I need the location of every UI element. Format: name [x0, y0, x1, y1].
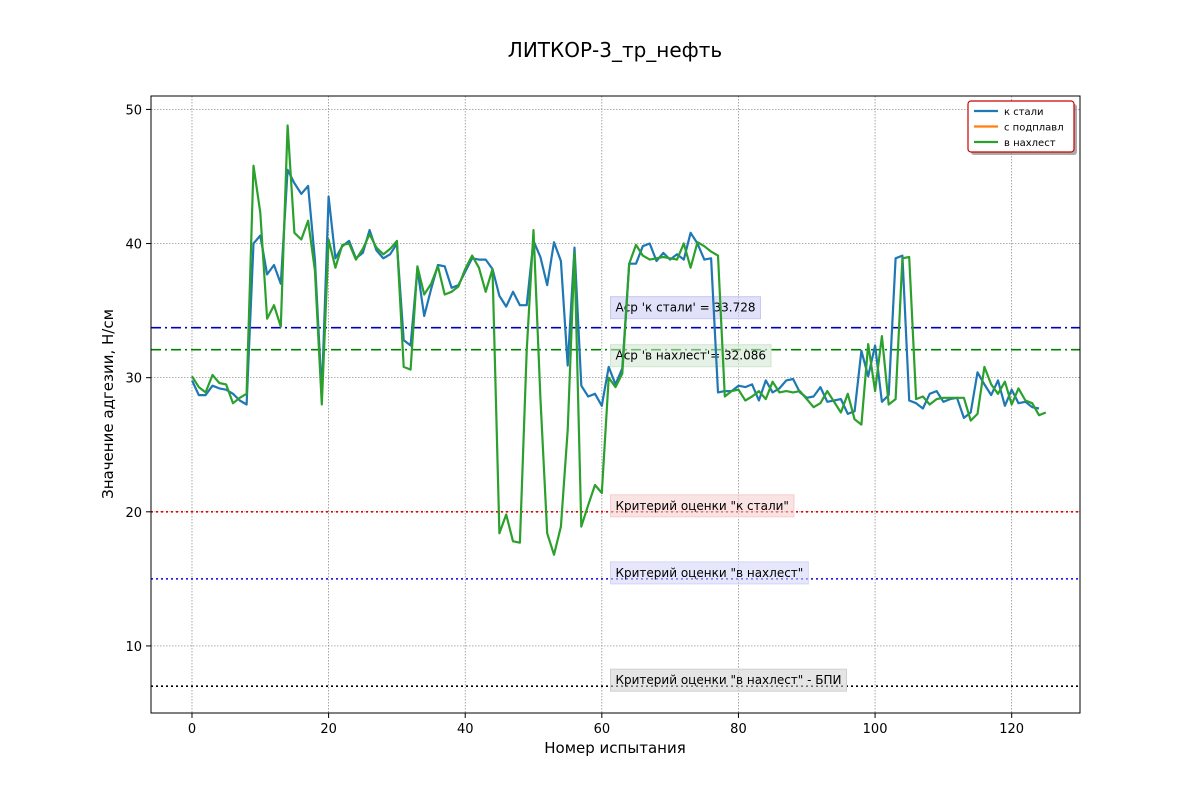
chart-title: ЛИТКОР-3_тр_нефть	[508, 38, 722, 62]
label-text: Аср 'в нахлест'= 32.086	[616, 349, 767, 363]
x-tick-label: 100	[863, 722, 888, 737]
series-line	[191, 168, 1040, 419]
y-tick-label: 50	[125, 103, 142, 118]
label-box	[610, 668, 847, 692]
axis-ticks: 0 20 40 60 80 100 120 10 20 30 40 50	[125, 103, 1024, 737]
label-text: Критерий оценки "в нахлест" - БПИ	[616, 673, 842, 687]
y-tick-label: 20	[125, 506, 142, 521]
reference-line-label: Аср 'в нахлест'= 32.086	[610, 344, 772, 368]
label-text: Критерий оценки "к стали"	[616, 499, 789, 513]
y-tick-label: 30	[125, 372, 142, 387]
label-box	[610, 494, 795, 518]
y-tick-label: 40	[125, 238, 142, 253]
legend-box	[967, 100, 1075, 153]
reference-line-label: Критерий оценки "в нахлест" - БПИ	[610, 668, 847, 692]
label-box	[610, 344, 772, 368]
label-box	[610, 561, 809, 585]
reference-lines: Аср 'к стали' = 33.728 Аср 'в нахлест'= 3…	[151, 296, 1080, 692]
y-tick-label: 10	[125, 640, 142, 655]
legend-label: к стали	[1004, 107, 1044, 118]
legend-label: с подплавл	[1004, 123, 1064, 134]
grid	[151, 96, 1080, 713]
plot-area-frame	[150, 95, 1081, 714]
x-axis-label: Номер испытания	[544, 739, 685, 757]
reference-line-label: Аср 'к стали' = 33.728	[610, 296, 761, 320]
data-series	[191, 124, 1047, 556]
x-tick-label: 60	[594, 722, 611, 737]
reference-line-label: Критерий оценки "в нахлест"	[610, 561, 809, 585]
legend-label: в нахлест	[1004, 138, 1056, 149]
legend: к стали с подплавл в нахлест	[967, 100, 1077, 155]
x-tick-label: 80	[730, 722, 747, 737]
series-line	[191, 124, 1047, 556]
label-text: Аср 'к стали' = 33.728	[616, 301, 756, 315]
x-tick-label: 40	[457, 722, 474, 737]
label-text: Критерий оценки "в нахлест"	[616, 566, 804, 580]
label-box	[610, 296, 761, 320]
x-tick-label: 0	[188, 722, 196, 737]
y-axis-label: Значение адгезии, Н/см	[99, 309, 117, 499]
x-tick-label: 120	[999, 722, 1024, 737]
reference-line-label: Критерий оценки "к стали"	[610, 494, 795, 518]
x-tick-label: 20	[320, 722, 337, 737]
